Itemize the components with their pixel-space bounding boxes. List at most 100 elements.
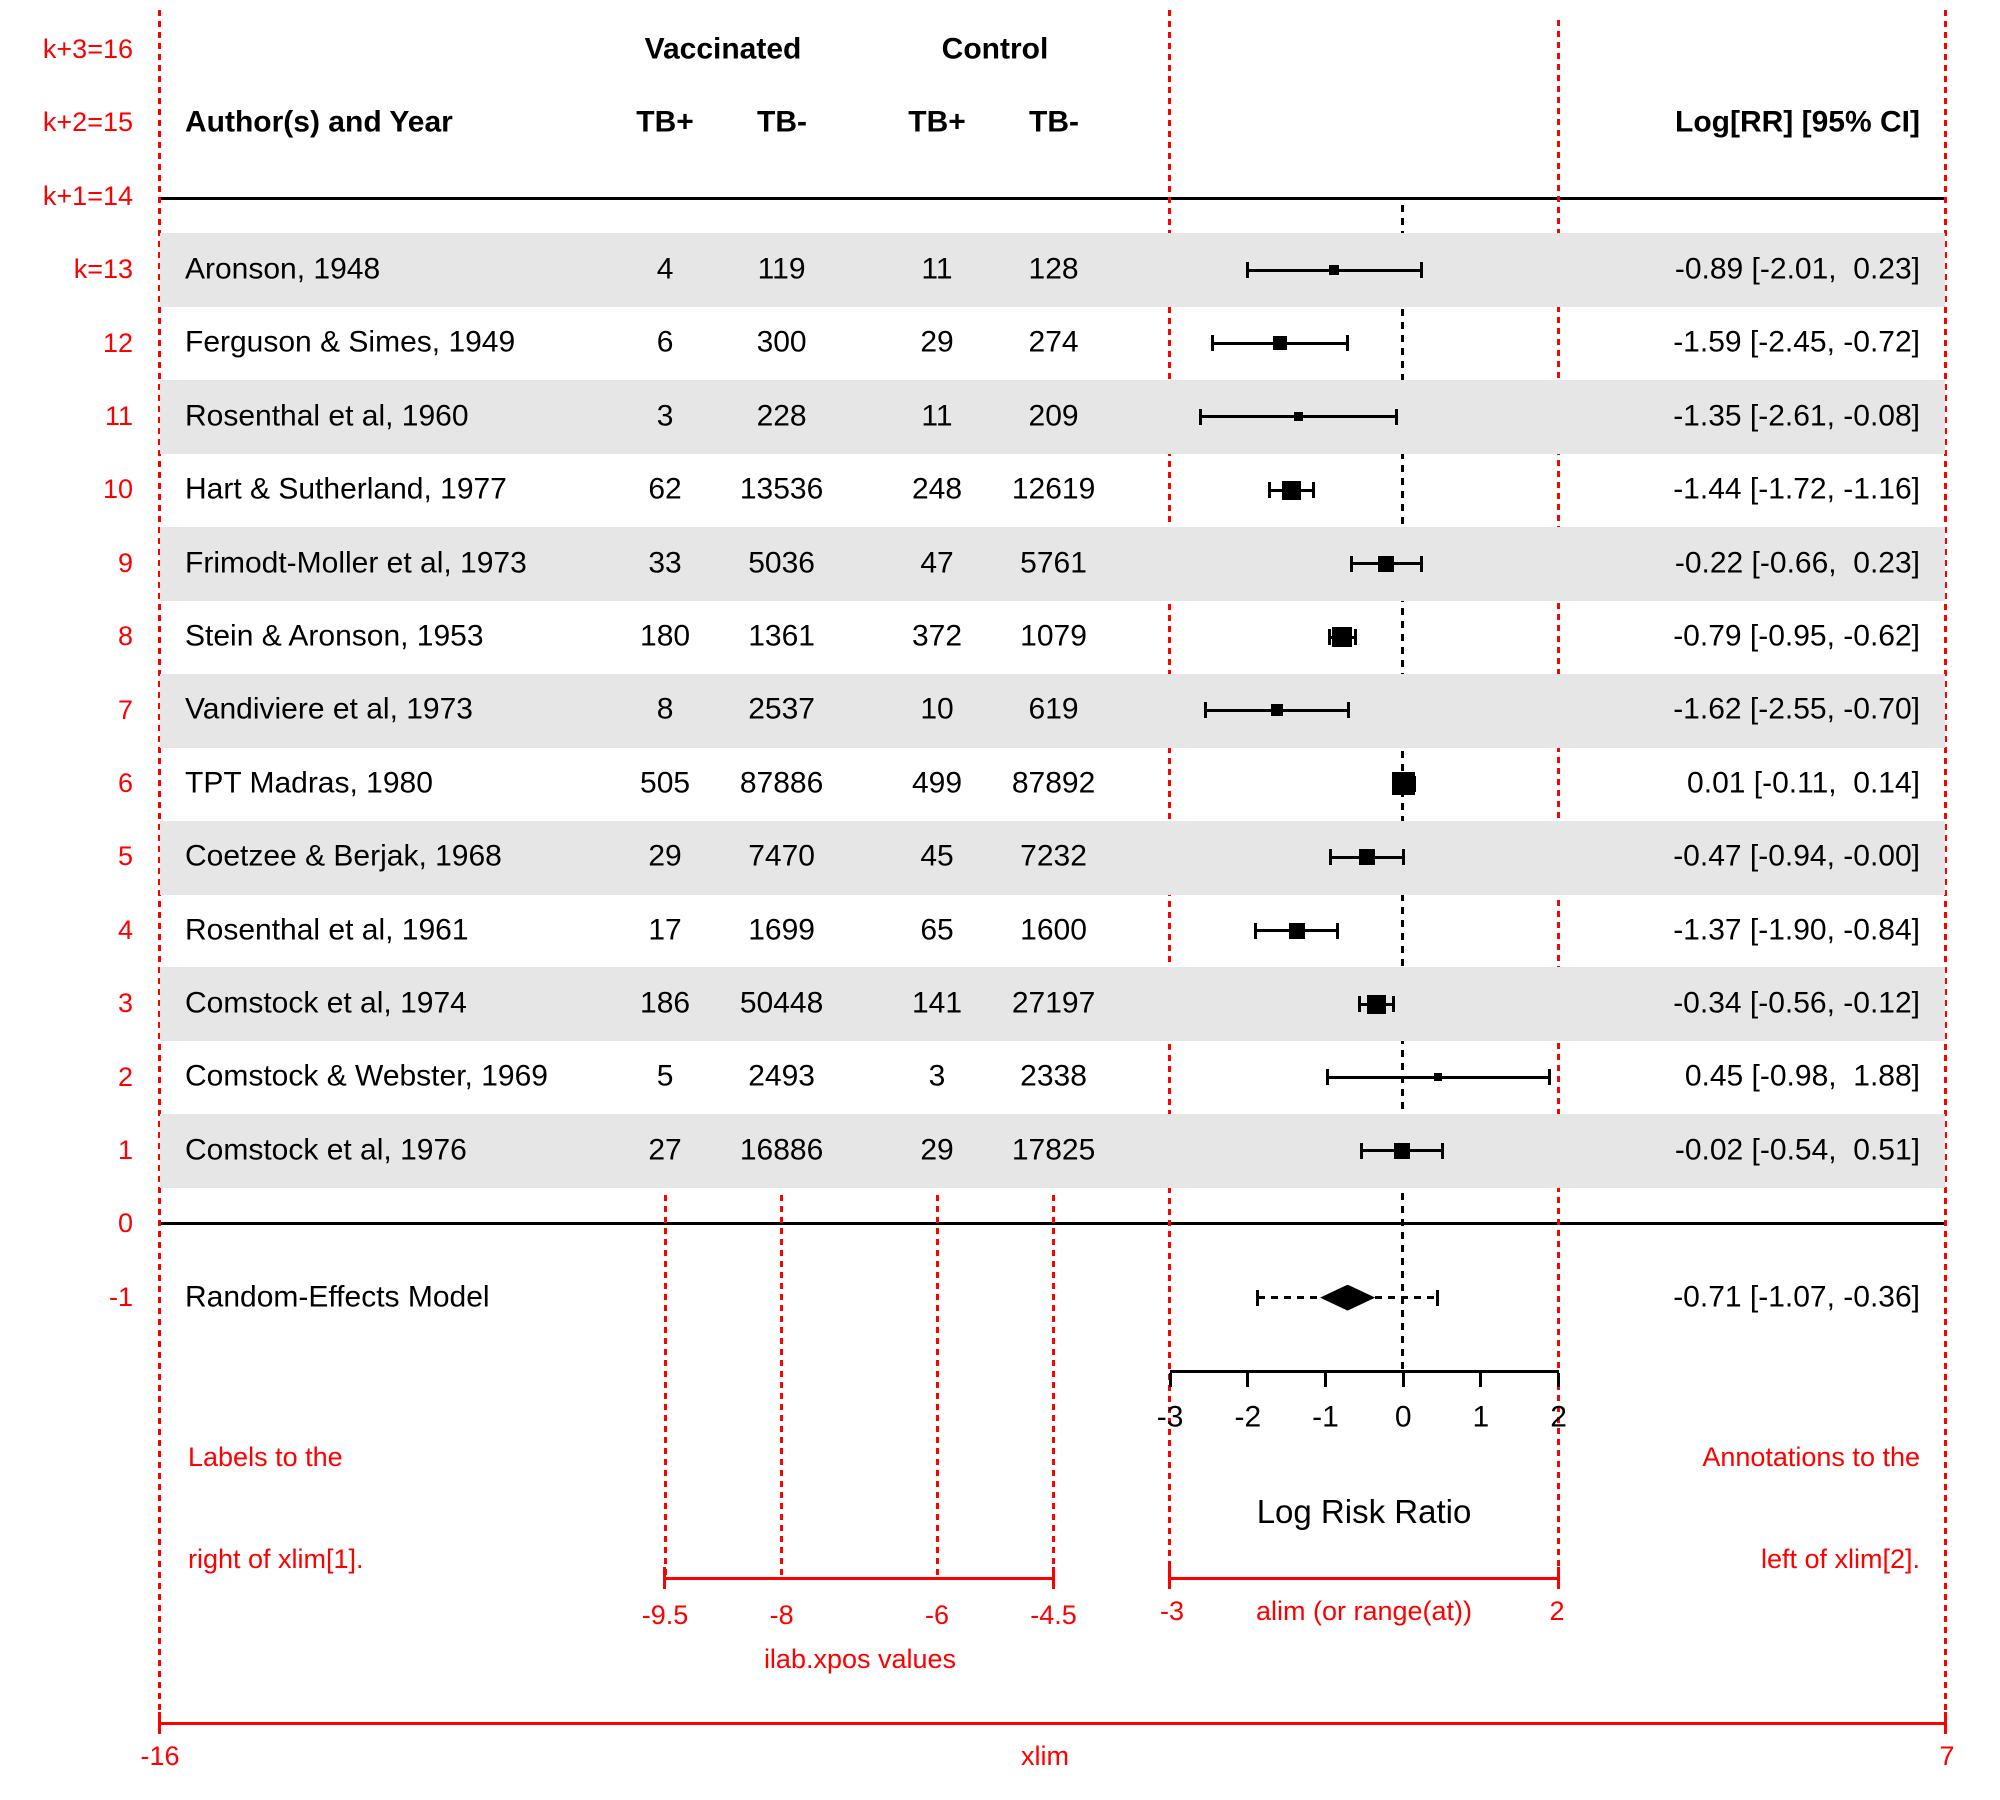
ci-cap-left	[1327, 629, 1331, 645]
row-number-label: 6	[117, 767, 133, 798]
labels-note-line2: right of xlim[1].	[188, 1544, 364, 1574]
row-number-label: 10	[102, 474, 133, 505]
ci-cap-right	[1441, 1142, 1445, 1159]
estimate-square	[1272, 336, 1287, 351]
study-author: Coetzee & Berjak, 1968	[185, 839, 502, 873]
estimate-square	[1358, 849, 1375, 866]
study-author: Comstock & Webster, 1969	[185, 1059, 548, 1093]
labels-note: Labels to the right of xlim[1].	[188, 1372, 364, 1644]
xlim-right-line	[1944, 10, 1947, 1723]
alim-right-line	[1557, 20, 1560, 1578]
study-count: 62	[648, 472, 682, 506]
study-author: Stein & Aronson, 1953	[185, 619, 484, 653]
ci-cap-right	[1419, 555, 1423, 572]
row-number-label: 11	[104, 400, 133, 431]
ilab-xpos-line	[663, 1195, 667, 1578]
ci-cap-right	[1311, 482, 1315, 499]
x-axis-tick	[1557, 1373, 1561, 1387]
row-number-label: 1	[117, 1134, 133, 1165]
x-axis-tick-label: -2	[1234, 1400, 1262, 1434]
row-number-label: k+3=16	[42, 33, 133, 64]
ci-cap-right	[1336, 922, 1340, 939]
summary-label: Random-Effects Model	[185, 1279, 490, 1313]
alim-ruler	[1170, 1577, 1559, 1580]
x-axis-title: Log Risk Ratio	[1256, 1493, 1472, 1531]
estimate-square	[1378, 555, 1395, 572]
row-number-label: 5	[117, 841, 133, 872]
summary-annotation: -0.71 [-1.07, -0.36]	[1673, 1279, 1920, 1313]
row-band	[160, 526, 1945, 601]
ci-cap-right	[1547, 1069, 1551, 1086]
x-axis-tick	[1324, 1373, 1327, 1387]
study-annotation: -1.35 [-2.61, -0.08]	[1673, 399, 1920, 433]
study-count: 16886	[739, 1133, 824, 1167]
header-control: Control	[941, 32, 1049, 66]
xlim-ruler-right-tick	[1944, 1712, 1947, 1734]
study-annotation: -1.44 [-1.72, -1.16]	[1673, 472, 1920, 506]
row-number-label: k=13	[73, 254, 133, 285]
study-count: 4	[656, 252, 674, 286]
study-author: Frimodt-Moller et al, 1973	[185, 545, 527, 579]
study-count: 10	[920, 692, 954, 726]
study-count: 5036	[748, 545, 815, 579]
study-author: Rosenthal et al, 1961	[185, 912, 469, 946]
estimate-square	[1293, 412, 1303, 422]
xlim-ruler-left-tick	[158, 1712, 161, 1734]
row-band	[160, 673, 1945, 748]
ilab-ruler-left-tick	[663, 1567, 666, 1589]
labels-note-line1: Labels to the	[188, 1442, 343, 1472]
row-band	[160, 233, 1945, 308]
study-count: 8	[656, 692, 674, 726]
study-author: TPT Madras, 1980	[185, 766, 433, 800]
row-band	[160, 820, 1945, 895]
study-count: 186	[640, 986, 691, 1020]
study-count: 128	[1028, 252, 1079, 286]
study-annotation: -0.47 [-0.94, -0.00]	[1673, 839, 1920, 873]
ci-cap-left	[1245, 262, 1249, 278]
study-count: 3	[656, 399, 674, 433]
estimate-square	[1331, 627, 1352, 647]
row-number-label: -1	[108, 1281, 133, 1312]
study-count: 119	[757, 252, 806, 286]
study-count: 499	[911, 766, 963, 800]
study-count: 12619	[1011, 472, 1096, 506]
ilab-xpos-line	[935, 1195, 939, 1578]
ci-cap-right	[1401, 849, 1405, 866]
ilab-ruler-label: -6	[924, 1599, 950, 1630]
prediction-cap-right	[1435, 1289, 1439, 1306]
summary-diamond	[1320, 1284, 1376, 1311]
prediction-cap-left	[1256, 1289, 1260, 1306]
ilab-xpos-line	[780, 1195, 784, 1578]
row-band	[160, 1114, 1945, 1189]
study-count: 7470	[748, 839, 815, 873]
x-axis-line	[1170, 1370, 1559, 1373]
study-count: 33	[648, 545, 682, 579]
x-axis-tick	[1479, 1373, 1483, 1387]
ci-cap-right	[1347, 702, 1351, 719]
xlim-left-value: -16	[140, 1740, 180, 1771]
row-number-label: 7	[117, 694, 133, 725]
study-count: 2338	[1020, 1059, 1087, 1093]
estimate-square	[1329, 265, 1340, 275]
ci-cap-right	[1395, 408, 1399, 425]
study-count: 1079	[1020, 619, 1087, 653]
ilab-ruler-label: -8	[769, 1599, 794, 1630]
study-count: 17	[648, 912, 682, 946]
study-count: 7232	[1020, 839, 1087, 873]
alim-ruler-left-tick	[1168, 1567, 1171, 1589]
study-count: 27	[648, 1133, 682, 1167]
xlim-right-value: 7	[1939, 1740, 1955, 1771]
ilab-ruler-label: -4.5	[1030, 1599, 1077, 1630]
x-axis-tick-label: 0	[1394, 1400, 1412, 1434]
x-axis-tick-label: -3	[1156, 1400, 1184, 1434]
study-annotation: -0.02 [-0.54, 0.51]	[1674, 1133, 1920, 1167]
ilab-caption: ilab.xpos values	[763, 1643, 957, 1674]
estimate-square	[1271, 704, 1284, 717]
study-count: 248	[911, 472, 963, 506]
study-count: 29	[648, 839, 682, 873]
study-count: 619	[1028, 692, 1079, 726]
ci-cap-left	[1359, 1142, 1363, 1159]
row-number-label: 3	[117, 988, 133, 1019]
study-count: 505	[640, 766, 691, 800]
